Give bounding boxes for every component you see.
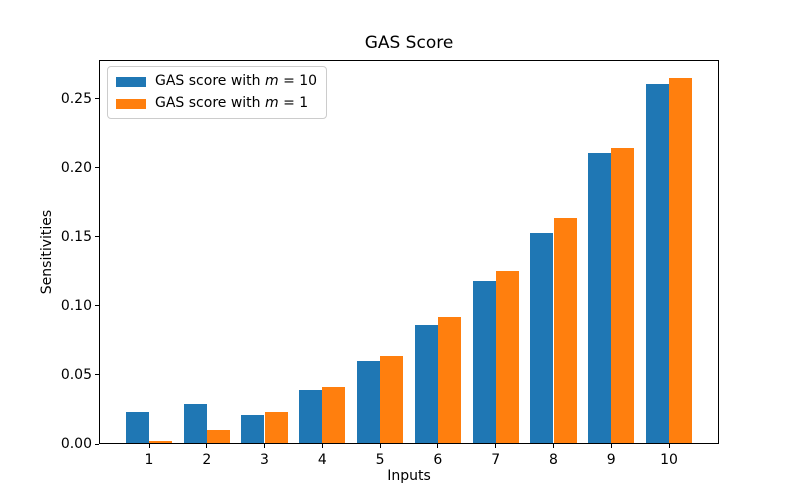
x-tick-label: 7 [491,452,501,468]
bar-m10-7 [472,281,496,444]
x-tick-label: 4 [317,452,327,468]
y-tick-label: 0.05 [60,366,92,383]
x-tick-mark [437,444,439,448]
x-tick-label: 3 [260,452,269,468]
bar-m1-9 [611,148,635,444]
y-tick-label: 0.15 [60,228,92,245]
x-tick-mark [206,444,208,448]
bar-m10-10 [645,83,669,444]
legend: GAS score with m = 10 GAS score with m = … [107,66,328,119]
y-axis-label: Sensitivities [39,209,55,295]
bar-m10-1 [125,412,149,444]
x-tick-label: 8 [549,452,558,468]
x-tick-mark [668,444,670,448]
legend-item-m10: GAS score with m = 10 [116,73,317,90]
legend-swatch-m1 [116,98,146,109]
bar-m1-4 [322,387,346,444]
bar-m1-3 [264,412,288,444]
y-tick-label: 0.00 [60,436,92,452]
y-tick-label: 0.10 [60,297,92,314]
x-tick-mark [553,444,554,448]
legend-label-m10: GAS score with m = 10 [155,73,318,89]
x-tick-label: 10 [660,452,678,468]
bar-m10-5 [357,361,381,444]
x-axis-label: Inputs [387,468,431,484]
x-tick-label: 6 [433,452,443,468]
y-tick-mark [95,98,99,100]
x-tick-mark [148,444,150,448]
x-tick-label: 1 [144,452,154,468]
x-tick-mark [495,444,497,448]
chart-title: GAS Score [364,33,454,53]
x-tick-mark [610,444,612,448]
y-tick-mark [95,374,99,376]
bar-m10-4 [299,390,323,444]
bar-m1-10 [669,78,693,444]
bar-m1-8 [553,217,577,444]
x-tick-mark [321,444,323,448]
legend-swatch-m10 [116,76,146,87]
y-tick-mark [95,305,99,307]
bar-m1-5 [380,355,404,444]
y-tick-mark [95,443,99,445]
x-tick-mark [379,444,381,448]
y-tick-label: 0.20 [60,159,92,176]
bar-m1-7 [495,271,519,444]
bar-m10-2 [183,403,207,444]
bar-m1-6 [437,316,461,444]
x-tick-mark [264,444,265,448]
x-tick-label: 9 [606,452,616,468]
bar-m10-3 [241,415,265,444]
y-tick-mark [95,167,99,169]
bar-m1-1 [149,441,173,444]
bar-m1-2 [206,430,230,444]
legend-item-m1: GAS score with m = 1 [116,95,317,112]
bar-m10-8 [530,232,554,444]
y-tick-label: 0.25 [60,90,92,107]
x-tick-label: 2 [202,452,212,468]
bar-m10-6 [414,325,438,444]
bar-m10-9 [588,152,612,444]
legend-label-m1: GAS score with m = 1 [155,95,309,111]
x-tick-label: 5 [375,452,385,468]
y-tick-mark [95,236,99,238]
